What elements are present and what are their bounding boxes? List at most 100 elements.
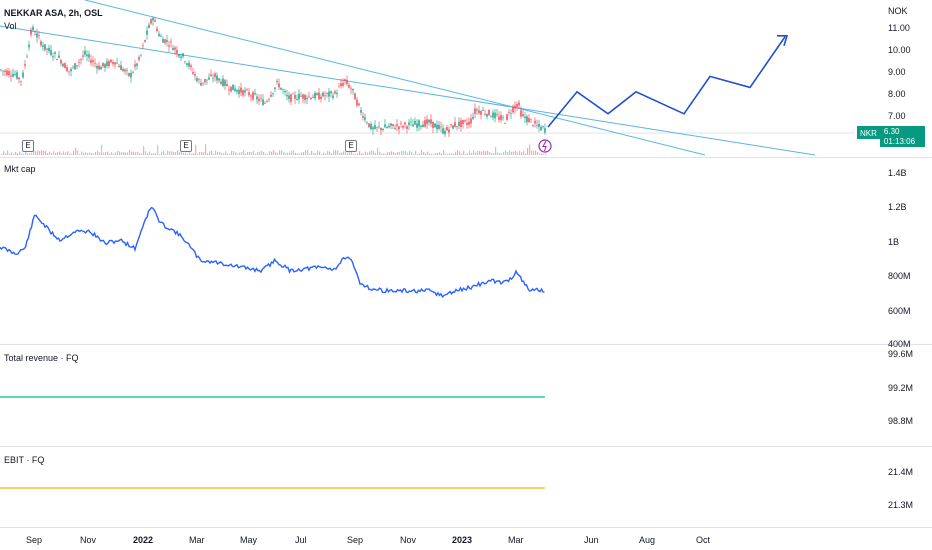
ebit-title[interactable]: EBIT · FQ: [4, 455, 45, 465]
volume-bar: [133, 151, 135, 155]
earnings-marker[interactable]: E: [345, 140, 357, 152]
volume-bar: [109, 153, 111, 155]
volume-bar: [359, 151, 361, 155]
pane-divider[interactable]: [0, 157, 932, 158]
candle-body: [42, 45, 44, 47]
volume-bar: [41, 150, 43, 155]
candle-body: [380, 127, 382, 131]
candle-body: [528, 117, 530, 123]
volume-bar: [307, 150, 309, 155]
volume-bar: [165, 153, 167, 155]
volume-bar: [431, 153, 433, 155]
candle-body: [50, 49, 52, 56]
candle-body: [336, 92, 338, 95]
volume-bar: [523, 151, 525, 155]
candle-body: [486, 114, 488, 117]
candle-body: [116, 62, 118, 64]
candle-body: [88, 54, 90, 58]
volume-bar: [541, 153, 543, 155]
volume-bar: [249, 152, 251, 155]
time-tick: Aug: [639, 535, 656, 545]
candle-body: [32, 26, 34, 30]
volume-bar: [187, 153, 189, 155]
volume-bar: [93, 153, 95, 155]
volume-bar: [35, 151, 37, 155]
candle-body: [130, 72, 132, 78]
candle-body: [410, 121, 412, 123]
currency-label: NOK: [888, 6, 908, 16]
time-tick: Sep: [26, 535, 43, 545]
time-tick: Jun: [584, 535, 599, 545]
volume-bar: [87, 152, 89, 155]
candle-body: [366, 122, 368, 124]
volume-bar: [457, 150, 459, 155]
volume-bar: [199, 152, 201, 155]
earnings-marker[interactable]: E: [180, 140, 192, 152]
candle-body: [106, 61, 108, 67]
volume-bar: [507, 151, 509, 155]
candle-body: [478, 110, 480, 114]
candle-body: [322, 92, 324, 97]
candle-body: [384, 124, 386, 128]
volume-bar: [203, 151, 205, 155]
volume-label[interactable]: Vol: [4, 21, 17, 31]
candle-body: [298, 93, 300, 100]
volume-bar: [465, 153, 467, 155]
candle-body: [318, 92, 320, 100]
volume-bar: [97, 150, 99, 155]
volume-bar: [17, 153, 19, 155]
volume-bar: [149, 151, 151, 155]
candle-body: [438, 124, 440, 130]
candle-body: [530, 118, 532, 120]
volume-bar: [215, 150, 217, 155]
candle-body: [246, 89, 248, 91]
volume-bar: [543, 153, 545, 155]
candle-body: [66, 67, 68, 72]
symbol-title[interactable]: NEKKAR ASA, 2h, OSL: [4, 8, 103, 18]
candle-body: [124, 69, 126, 72]
candle-body: [254, 93, 256, 95]
candle-body: [62, 63, 64, 67]
candle-body: [398, 126, 400, 130]
candle-body: [516, 104, 518, 107]
volume-bar: [11, 152, 13, 155]
candle-body: [14, 73, 16, 75]
volume-bar: [175, 152, 177, 155]
volume-bar: [503, 151, 505, 155]
candle-body: [454, 122, 456, 127]
candle-body: [304, 94, 306, 101]
earnings-marker[interactable]: E: [22, 140, 34, 152]
volume-bar: [189, 150, 191, 155]
candle-body: [10, 75, 12, 77]
volume-bar: [241, 152, 243, 155]
volume-bar: [535, 150, 537, 155]
revenue-title[interactable]: Total revenue · FQ: [4, 353, 79, 363]
candle-body: [94, 63, 96, 64]
pane-divider[interactable]: [0, 344, 932, 345]
candle-body: [474, 108, 476, 114]
candle-body: [146, 30, 148, 35]
candle-body: [268, 99, 270, 100]
volume-bar: [235, 152, 237, 155]
volume-bar: [271, 151, 273, 155]
candle-body: [360, 110, 362, 113]
candle-body: [324, 95, 326, 97]
candle-body: [280, 87, 282, 90]
volume-bar: [137, 151, 139, 155]
volume-bar: [349, 151, 351, 155]
projection-line: [547, 36, 786, 128]
candle-body: [176, 49, 178, 54]
volume-bar: [409, 150, 411, 155]
candle-body: [182, 53, 184, 57]
candle-body: [290, 94, 292, 102]
candle-body: [134, 64, 136, 67]
volume-bar: [331, 153, 333, 155]
volume-bar: [79, 153, 81, 155]
volume-bar: [183, 152, 185, 155]
mkt-cap-title[interactable]: Mkt cap: [4, 164, 36, 174]
pane-divider[interactable]: [0, 446, 932, 447]
volume-bar: [475, 152, 477, 155]
candle-body: [144, 40, 146, 42]
